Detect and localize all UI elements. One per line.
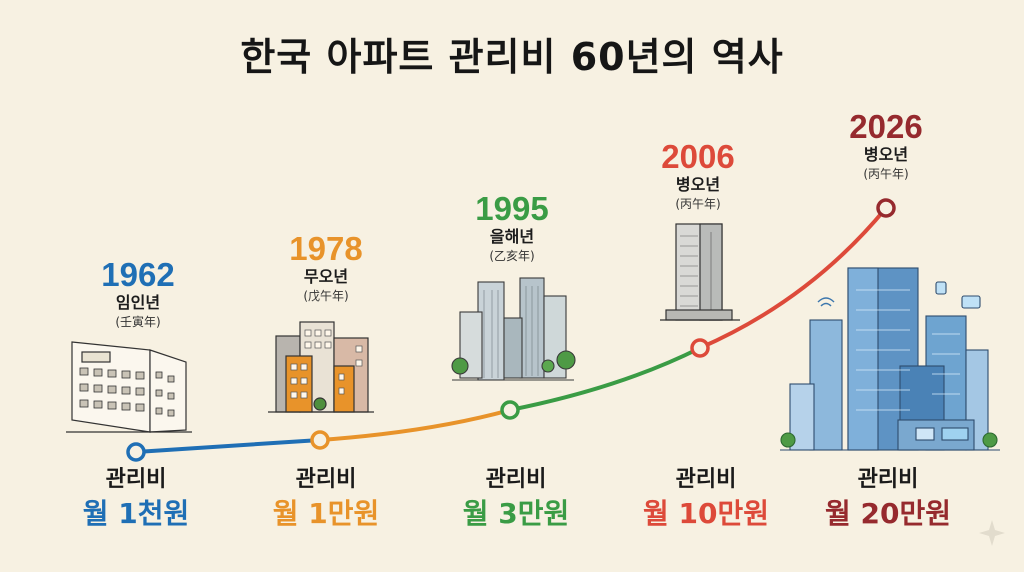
- year-label: 2006: [661, 138, 735, 175]
- fee-1962: 관리비 월 1천원: [56, 464, 216, 532]
- fee-label: 관리비: [295, 467, 357, 492]
- fee-2006: 관리비 월 10만원: [618, 464, 794, 532]
- ganji-label: 병오년: [863, 145, 909, 164]
- year-label: 1995: [475, 190, 549, 227]
- timeline-marker-2006: [690, 338, 710, 358]
- ganji-label: 병오년: [675, 175, 721, 194]
- fee-label: 관리비: [105, 467, 167, 492]
- timeline-segment-2006-2026: [698, 206, 888, 350]
- fee-label: 관리비: [485, 467, 547, 492]
- timeline-marker-1962: [126, 442, 146, 462]
- fee-2026: 관리비 월 20만원: [800, 464, 976, 532]
- fee-label: 관리비: [675, 467, 737, 492]
- timeline-markers: [126, 198, 896, 462]
- era-label-1978: 1978 무오년 (戊午年): [266, 232, 386, 304]
- tower-icon: [660, 223, 740, 321]
- fee-amount: 월 20만원: [825, 497, 951, 530]
- era-label-2006: 2006 병오년 (丙午年): [638, 140, 758, 212]
- fee-amount: 월 3만원: [462, 497, 570, 530]
- timeline-marker-2026: [876, 198, 896, 218]
- smart-city-icon: [780, 267, 1000, 451]
- old-apartment-icon: [66, 341, 192, 433]
- timeline-marker-1995: [500, 400, 520, 420]
- year-label: 1962: [101, 256, 175, 293]
- fee-label: 관리비: [857, 467, 919, 492]
- fee-amount: 월 10만원: [643, 497, 769, 530]
- fee-1978: 관리비 월 1만원: [246, 464, 406, 532]
- fee-trend-line: [134, 206, 888, 454]
- timeline-segment-1995-2006: [508, 346, 702, 412]
- ganji-label: 을해년: [489, 227, 535, 246]
- page-title: 한국 아파트 관리비 60년의 역사: [240, 35, 784, 79]
- year-label: 2026: [849, 108, 923, 145]
- apartment-block-icon: [268, 321, 374, 413]
- timeline-segment-1962-1978: [134, 438, 322, 454]
- year-label: 1978: [289, 230, 363, 267]
- sparkle-icon: [979, 520, 1005, 546]
- hanja-label: (壬寅年): [115, 315, 161, 329]
- era-label-2026: 2026 병오년 (丙午年): [826, 110, 946, 182]
- era-label-1995: 1995 을해년 (乙亥年): [452, 192, 572, 264]
- fee-1995: 관리비 월 3만원: [436, 464, 596, 532]
- ganji-label: 무오년: [303, 267, 349, 286]
- fee-amount: 월 1천원: [82, 497, 190, 530]
- hanja-label: (丙午年): [675, 197, 721, 211]
- fee-amount: 월 1만원: [272, 497, 380, 530]
- hanja-label: (戊午年): [303, 289, 349, 303]
- timeline-segment-1978-1995: [318, 408, 512, 442]
- highrise-icon: [451, 277, 576, 381]
- timeline-marker-1978: [310, 430, 330, 450]
- era-label-1962: 1962 임인년 (壬寅年): [78, 258, 198, 330]
- hanja-label: (乙亥年): [489, 249, 535, 263]
- ganji-label: 임인년: [115, 293, 161, 312]
- hanja-label: (丙午年): [863, 167, 909, 181]
